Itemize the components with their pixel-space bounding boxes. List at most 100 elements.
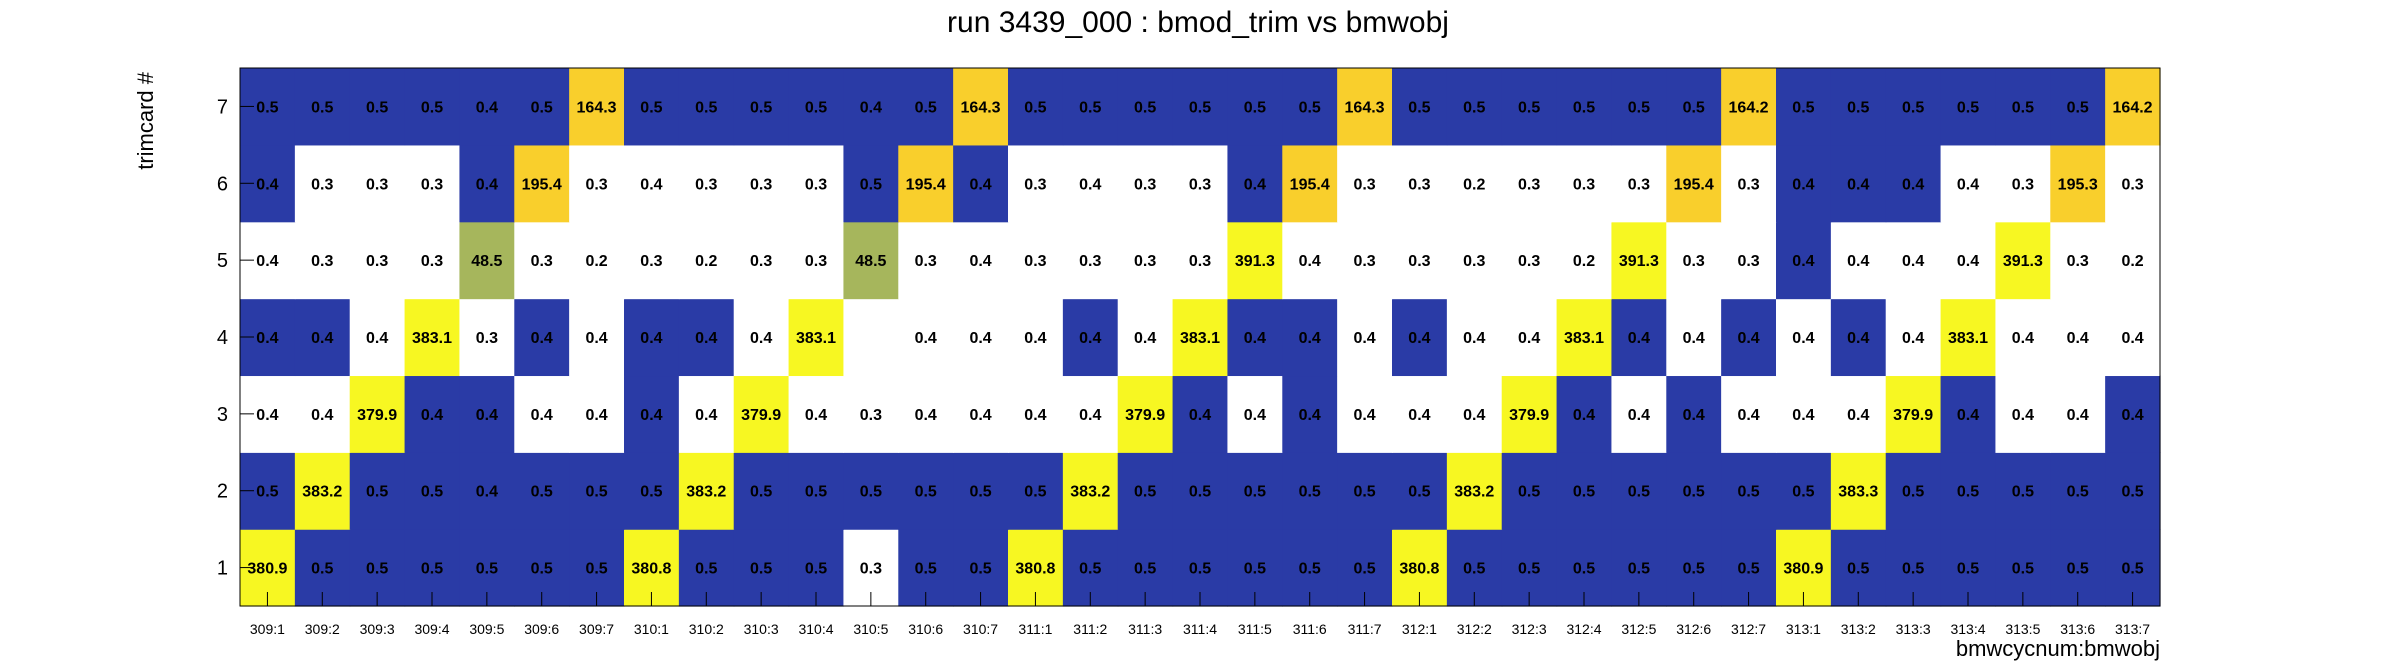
cell-value-label: 0.3 [1737,176,1759,193]
cell-value-label: 0.5 [805,99,827,116]
cell-value-label: 0.4 [860,99,882,116]
cell-value-label: 0.5 [1737,561,1759,578]
cell-value-label: 0.5 [256,484,278,501]
cell-value-label: 0.4 [1792,176,1814,193]
heatmap-cell [1172,68,1229,146]
cell-value-label: 0.5 [1957,484,1979,501]
cell-value-label: 0.5 [1134,484,1156,501]
heatmap-cell [1776,375,1832,453]
cell-value-label: 0.5 [421,484,443,501]
heatmap-cell [514,298,570,377]
cell-value-label: 0.5 [1079,99,1101,116]
heatmap-cell [1392,221,1448,300]
cell-value-label: 0.4 [969,253,991,270]
cell-value-label: 0.4 [311,407,333,424]
heatmap-cell [349,221,406,300]
cell-value-label: 0.4 [2067,407,2089,424]
x-tick-label: 311:7 [1348,621,1382,637]
heatmap-cell [733,375,790,453]
heatmap-cell [1282,298,1338,377]
cell-value-label: 0.4 [1847,407,1869,424]
x-tick-label: 313:1 [1786,621,1821,637]
cell-value-label: 0.3 [531,253,553,270]
cell-value-label: 0.5 [1792,99,1814,116]
cell-value-label: 0.5 [2121,561,2143,578]
cell-value-label: 0.3 [476,330,498,347]
heatmap-cell [404,452,461,530]
cell-value-label: 391.3 [1619,253,1659,270]
cell-value-label: 0.5 [805,484,827,501]
heatmap-cell [514,452,570,530]
cell-value-label: 0.3 [2067,253,2089,270]
cell-value-label: 0.4 [750,330,772,347]
heatmap-cell [953,298,1009,377]
y-tick-label: 5 [217,250,228,272]
heatmap-cell [1830,452,1887,530]
cell-value-label: 0.5 [476,561,498,578]
cell-value-label: 0.5 [1408,99,1430,116]
cell-value-label: 0.2 [695,253,717,270]
heatmap-cell [624,68,680,146]
heatmap-cell [514,375,570,453]
cell-value-label: 0.5 [2012,99,2034,116]
heatmap-cell [624,298,680,377]
y-tick-label: 1 [217,558,228,580]
heatmap-cell [1830,68,1887,146]
cell-value-label: 0.4 [1957,253,1979,270]
cell-value-label: 0.4 [2121,330,2143,347]
heatmap-cell [404,221,461,300]
cell-value-label: 0.4 [1024,330,1046,347]
x-tick-label: 310:4 [798,621,833,637]
cell-value-label: 0.3 [750,253,772,270]
heatmap-cell [1282,221,1338,300]
x-tick-label: 312:1 [1402,621,1437,637]
heatmap-cell [1172,144,1229,223]
cell-value-label: 0.5 [421,561,443,578]
cell-value-label: 0.5 [915,484,937,501]
heatmap-cell [349,68,406,146]
heatmap-cell [1392,144,1448,223]
heatmap-cell [1721,298,1777,377]
cell-value-label: 164.2 [2113,99,2153,116]
heatmap-cell [294,452,351,530]
heatmap-cell [1885,68,1942,146]
x-tick-label: 313:3 [1896,621,1931,637]
cell-value-label: 0.5 [1024,99,1046,116]
cell-value-label: 0.4 [421,407,443,424]
heatmap-cell [1995,221,2051,300]
cell-value-label: 0.4 [915,407,937,424]
cell-value-label: 0.4 [1792,330,1814,347]
heatmap-cell [1008,298,1064,377]
cell-value-label: 0.2 [1463,176,1485,193]
cell-value-label: 383.1 [412,330,452,347]
cell-value-label: 383.2 [686,484,726,501]
cell-value-label: 0.3 [1683,253,1705,270]
chart-title: run 3439_000 : bmod_trim vs bmwobj [947,6,1449,39]
cell-value-label: 0.5 [1299,99,1321,116]
cell-value-label: 383.1 [1564,330,1604,347]
cell-value-label: 0.4 [1463,330,1485,347]
x-tick-label: 309:1 [250,621,285,637]
x-tick-label: 312:6 [1676,621,1711,637]
heatmap-cell [1885,221,1942,300]
heatmap-cell [1337,375,1393,453]
cell-value-label: 0.4 [2067,330,2089,347]
heatmap-cell [459,144,515,223]
cell-value-label: 0.5 [2012,561,2034,578]
heatmap-cell [294,221,351,300]
cell-value-label: 0.4 [1902,176,1924,193]
heatmap-cell [1776,452,1832,530]
cell-value-label: 0.3 [1628,176,1650,193]
x-tick-label: 312:2 [1457,621,1492,637]
heatmap-cell [1227,144,1283,223]
cell-value-label: 0.4 [2012,407,2034,424]
heatmap-cell [1556,375,1613,453]
heatmap-cell [1611,144,1667,223]
cell-value-label: 0.3 [585,176,607,193]
heatmap-cell [678,375,735,453]
heatmap-cell [2105,144,2161,223]
heatmap-cell [843,221,899,300]
cell-value-label: 0.3 [1134,176,1156,193]
cell-value-label: 0.5 [1299,484,1321,501]
cell-value-label: 0.5 [1189,484,1211,501]
